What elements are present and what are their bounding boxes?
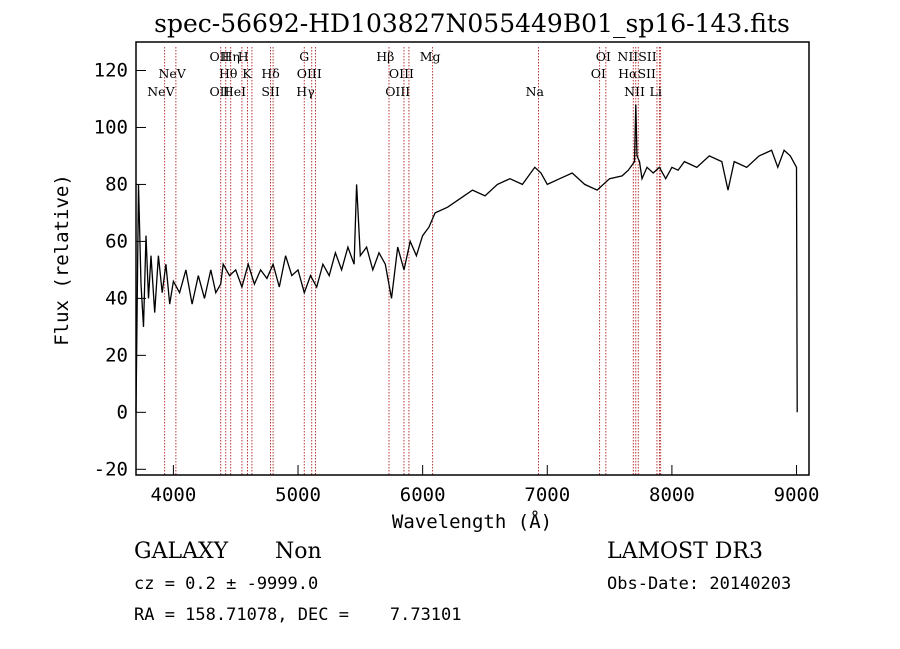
feature-label: NeV xyxy=(158,66,186,81)
feature-label: HαSII xyxy=(618,66,656,81)
x-tick-label: 9000 xyxy=(774,484,820,506)
x-tick-label: 8000 xyxy=(649,484,695,506)
y-tick-label: 80 xyxy=(105,173,128,195)
feature-label: NII xyxy=(624,84,645,99)
feature-label: Hβ xyxy=(376,49,394,64)
x-tick-label: 6000 xyxy=(400,484,446,506)
y-tick-label: 40 xyxy=(105,287,128,309)
x-tick-label: 4000 xyxy=(151,484,197,506)
feature-label: OI xyxy=(591,66,606,81)
y-tick-label: 100 xyxy=(94,116,128,138)
line-markers xyxy=(164,47,662,475)
x-axis-label: Wavelength (Å) xyxy=(392,510,552,533)
feature-label: OII xyxy=(209,49,229,64)
y-axis-label: Flux (relative) xyxy=(51,174,73,346)
chart-title: spec-56692-HD103827N055449B01_sp16-143.f… xyxy=(154,9,790,38)
y-axis-ticks: -20 0 20 40 60 80 100 120 xyxy=(94,59,146,480)
feature-label: Hθ xyxy=(219,66,237,81)
feature-label: G xyxy=(299,49,309,64)
feature-label: HeI xyxy=(223,84,246,99)
feature-label: OII xyxy=(209,84,229,99)
x-tick-label: 7000 xyxy=(524,484,570,506)
y-tick-label: 20 xyxy=(105,344,128,366)
feature-label: Hγ xyxy=(296,84,314,99)
spectrum-line xyxy=(135,104,798,413)
feature-label: NeV xyxy=(147,84,175,99)
y-tick-label: 60 xyxy=(105,230,128,252)
y-tick-label: 120 xyxy=(94,59,128,81)
feature-label: K xyxy=(242,66,252,81)
feature-label: Mg xyxy=(420,49,441,64)
subclass-label: Non xyxy=(275,539,322,564)
class-label: GALAXY xyxy=(134,539,229,564)
x-axis-ticks: 4000 5000 6000 7000 8000 9000 xyxy=(151,465,820,506)
feature-label: OIII xyxy=(385,84,410,99)
feature-label: Li xyxy=(650,84,662,99)
radec-text: RA = 158.71078, DEC = 7.73101 xyxy=(134,605,462,625)
feature-label: OI xyxy=(596,49,611,64)
feature-label: Hδ xyxy=(261,66,279,81)
feature-label: Hη xyxy=(222,49,240,64)
feature-label: SII xyxy=(261,84,280,99)
obsdate-text: Obs-Date: 20140203 xyxy=(607,574,791,594)
feature-label: Na xyxy=(526,84,545,99)
survey-label: LAMOST DR3 xyxy=(607,539,763,564)
feature-label: NIISII xyxy=(617,49,656,64)
feature-label: H xyxy=(238,49,249,64)
y-tick-label: -20 xyxy=(94,458,128,480)
y-tick-label: 0 xyxy=(117,401,128,423)
x-tick-label: 5000 xyxy=(275,484,321,506)
plot-frame xyxy=(135,41,810,476)
cz-text: cz = 0.2 ± -9999.0 xyxy=(134,574,318,594)
feature-label: OIII xyxy=(389,66,414,81)
feature-label: OIII xyxy=(297,66,322,81)
